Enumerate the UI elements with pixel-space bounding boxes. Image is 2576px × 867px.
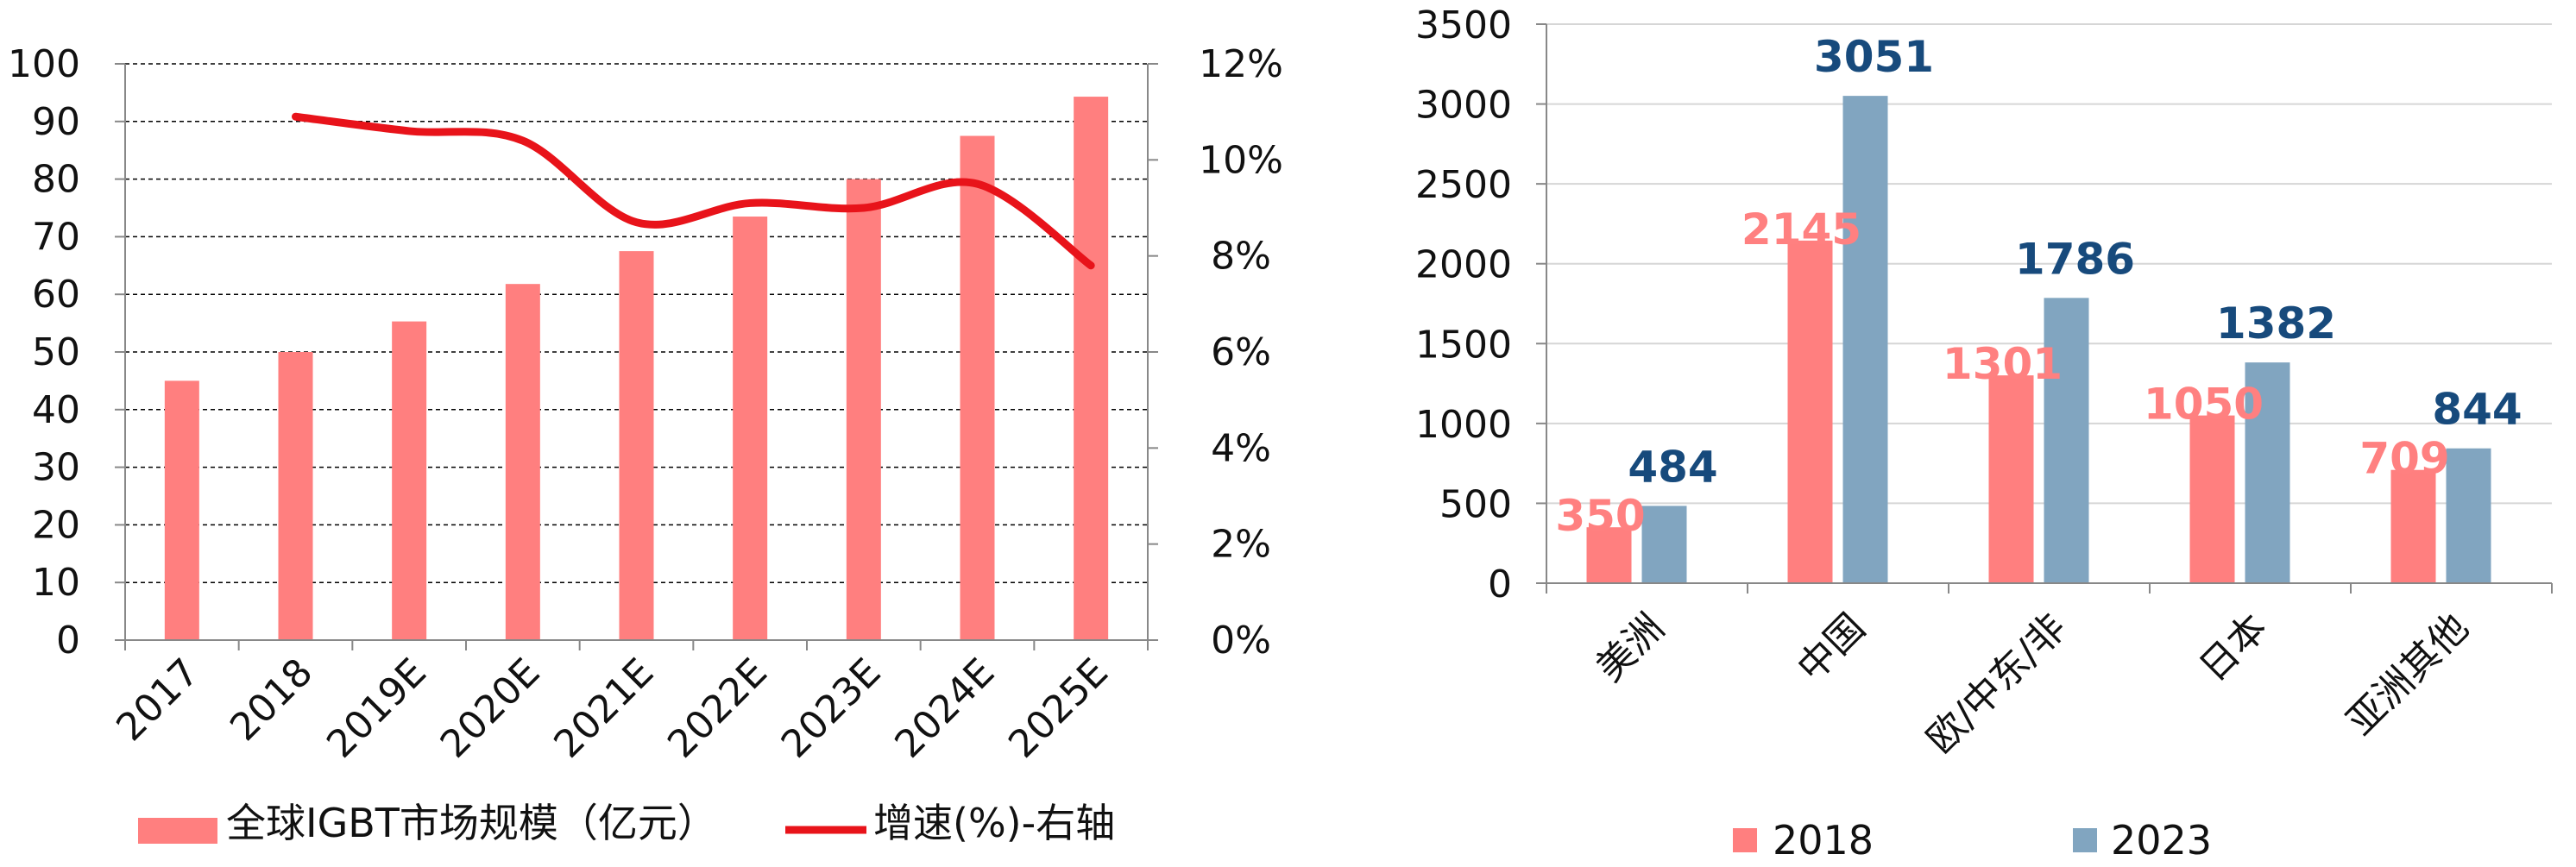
x-tick-label: 日本 bbox=[2191, 606, 2276, 690]
bar-2018 bbox=[1787, 240, 1833, 583]
legend-swatch-2018 bbox=[1733, 828, 1757, 852]
data-label-2023: 3051 bbox=[1814, 32, 1934, 82]
y2-tick-label: 4% bbox=[1211, 426, 1271, 470]
legend-label-2023: 2023 bbox=[2111, 817, 2212, 864]
right-chart: 0 500 1000 1500 2000 2500 3000 3500 350 2145 1301 1… bbox=[1415, 3, 2553, 864]
x-tick-label: 2020E bbox=[432, 650, 549, 767]
left-chart: 0 10 20 30 40 50 60 70 80 90 100 0% 2% 4% 6% 8% 10% 12% 20… bbox=[8, 42, 1283, 846]
y-tick-label: 2000 bbox=[1415, 243, 1512, 287]
x-tick-label: 2018 bbox=[222, 650, 321, 750]
x-tick-label: 2024E bbox=[886, 650, 1003, 767]
y-tick-label: 1000 bbox=[1415, 403, 1512, 447]
x-tick-label: 2023E bbox=[773, 650, 890, 767]
growth-line bbox=[292, 112, 1095, 270]
bar bbox=[733, 217, 768, 640]
data-label-2018: 1050 bbox=[2144, 380, 2264, 430]
x-tick-label: 2019E bbox=[318, 650, 435, 767]
x-tick-label: 2017 bbox=[108, 650, 207, 750]
y-tick-label: 80 bbox=[32, 158, 80, 202]
legend-swatch-bar bbox=[138, 818, 217, 844]
y-tick-label: 3000 bbox=[1415, 84, 1512, 128]
data-label-2018: 1301 bbox=[1943, 339, 2063, 389]
bar-2018 bbox=[2189, 415, 2235, 583]
legend-swatch-2023 bbox=[2073, 828, 2097, 852]
bar bbox=[164, 380, 199, 640]
y-tick-label: 2500 bbox=[1415, 163, 1512, 207]
legend-label-bar: 全球IGBT市场规模（亿元） bbox=[226, 800, 717, 846]
data-label-2018: 709 bbox=[2359, 434, 2449, 484]
data-label-2023: 1786 bbox=[2015, 234, 2135, 284]
bar bbox=[1074, 97, 1109, 641]
bar-2023 bbox=[2245, 362, 2290, 583]
y-tick-label: 60 bbox=[32, 273, 80, 317]
x-tick-label: 中国 bbox=[1789, 606, 1874, 690]
y-tick-label: 40 bbox=[32, 388, 80, 432]
x-tick-label: 美洲 bbox=[1588, 606, 1672, 690]
bar-2023 bbox=[2446, 448, 2491, 583]
bar-2023 bbox=[1641, 506, 1687, 583]
x-tick-label: 2022E bbox=[659, 650, 776, 767]
y2-tick-label: 10% bbox=[1199, 138, 1283, 182]
y-tick-label: 0 bbox=[1488, 562, 1512, 606]
data-label-2023: 1382 bbox=[2216, 298, 2336, 349]
y-tick-label: 100 bbox=[8, 42, 80, 86]
y-tick-label: 0 bbox=[56, 619, 80, 663]
y-tick-label: 70 bbox=[32, 215, 80, 259]
legend-label-line: 增速(%)-右轴 bbox=[873, 800, 1115, 846]
bar-2018 bbox=[1988, 375, 2034, 583]
y-tick-label: 500 bbox=[1439, 482, 1512, 526]
x-tick-label: 2021E bbox=[545, 650, 662, 767]
bar bbox=[619, 251, 654, 640]
y-tick-label: 10 bbox=[32, 561, 80, 605]
x-tick-label: 亚洲其他 bbox=[2339, 606, 2478, 744]
y-tick-label: 20 bbox=[32, 503, 80, 547]
bar-2023 bbox=[1842, 96, 1888, 583]
bar bbox=[278, 352, 313, 640]
data-label-2018: 2145 bbox=[1741, 204, 1861, 254]
bar-2018 bbox=[1586, 527, 1632, 583]
y-tick-label: 30 bbox=[32, 446, 80, 490]
x-tick-label: 2025E bbox=[1000, 650, 1117, 767]
y2-tick-label: 2% bbox=[1211, 523, 1271, 567]
y-tick-label: 3500 bbox=[1415, 3, 1512, 47]
y2-tick-label: 0% bbox=[1211, 619, 1271, 663]
y-tick-label: 1500 bbox=[1415, 323, 1512, 367]
y2-tick-label: 8% bbox=[1211, 235, 1271, 279]
data-label-2023: 484 bbox=[1628, 442, 1717, 492]
y2-tick-label: 12% bbox=[1199, 42, 1283, 86]
data-label-2023: 844 bbox=[2432, 385, 2522, 435]
x-tick-label: 欧/中东/非 bbox=[1918, 606, 2075, 762]
bar bbox=[960, 135, 995, 640]
y-tick-label: 90 bbox=[32, 100, 80, 144]
bar bbox=[846, 179, 881, 641]
bar bbox=[392, 321, 427, 640]
bar bbox=[505, 284, 540, 640]
bar-2018 bbox=[2390, 469, 2436, 583]
data-label-2018: 350 bbox=[1555, 491, 1645, 541]
bar-2023 bbox=[2044, 298, 2089, 583]
legend-label-2018: 2018 bbox=[1773, 817, 1874, 864]
y2-tick-label: 6% bbox=[1211, 330, 1271, 374]
y-tick-label: 50 bbox=[32, 330, 80, 374]
